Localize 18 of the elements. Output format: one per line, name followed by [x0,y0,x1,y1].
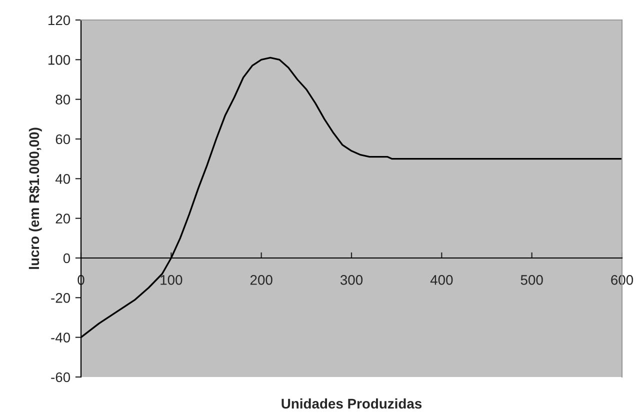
x-tick-label: 400 [430,275,453,285]
y-axis-title: lucro (em R$1.000,00) [28,128,42,269]
x-tick-label: 200 [250,275,272,285]
y-tick-label: -20 [51,293,70,303]
x-tick-label: 500 [520,275,543,285]
y-tick-label: 40 [55,174,70,184]
x-tick-label: 100 [160,275,182,285]
y-tick-label: 20 [56,214,70,224]
y-tick-label: 80 [56,94,70,105]
y-tick-label: -40 [51,332,70,343]
x-tick-label: 600 [611,275,634,285]
x-axis-title: Unidades Produzidas [282,398,422,409]
y-tick-label: 0 [63,253,70,264]
y-tick-label: 60 [56,134,70,144]
x-tick-label: 300 [340,275,363,285]
y-tick-label: 120 [48,15,70,26]
y-tick-label: -60 [51,372,70,382]
y-tick-label: 100 [48,55,70,65]
